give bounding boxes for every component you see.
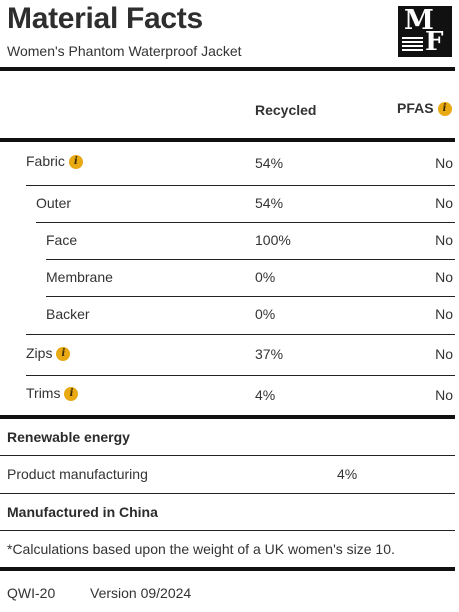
product-manufacturing-label: Product manufacturing	[7, 466, 148, 482]
row-divider	[0, 530, 455, 531]
recycled-value-face: 100%	[255, 232, 291, 248]
pfas-value-zips: No	[435, 346, 453, 362]
row-divider	[0, 455, 455, 456]
mf-logo: M F	[398, 6, 452, 57]
pfas-value-membrane: No	[435, 269, 453, 285]
pfas-value-trims: No	[435, 387, 453, 403]
pfas-value-outer: No	[435, 195, 453, 211]
info-icon[interactable]: i	[68, 155, 83, 170]
info-icon[interactable]: i	[64, 387, 79, 402]
divider	[0, 138, 455, 142]
divider	[0, 567, 455, 571]
row-divider	[26, 334, 455, 335]
info-icon[interactable]: i	[56, 347, 71, 362]
row-label-trims: Trims i	[26, 385, 79, 402]
pfas-value-face: No	[435, 232, 453, 248]
divider	[0, 415, 455, 419]
row-label-face: Face	[46, 232, 78, 248]
row-divider	[26, 185, 455, 186]
pfas-value-backer: No	[435, 306, 453, 322]
recycled-column-header: Recycled	[255, 102, 317, 118]
recycled-value-trims: 4%	[255, 387, 276, 403]
manufactured-in-heading: Manufactured in China	[7, 504, 158, 520]
product-code: QWI-20	[7, 585, 56, 601]
page-title: Material Facts	[7, 2, 203, 35]
row-divider	[46, 259, 455, 260]
renewable-energy-heading: Renewable energy	[7, 429, 130, 445]
recycled-value-outer: 54%	[255, 195, 284, 211]
version-label: Version 09/2024	[90, 585, 192, 601]
row-label-fabric: Fabric i	[26, 153, 83, 170]
product-name: Women's Phantom Waterproof Jacket	[7, 43, 242, 59]
recycled-value-backer: 0%	[255, 306, 276, 322]
info-icon[interactable]: i	[437, 102, 452, 117]
row-divider	[26, 375, 455, 376]
recycled-value-zips: 37%	[255, 346, 284, 362]
footnote: *Calculations based upon the weight of a…	[7, 541, 395, 557]
row-divider	[46, 296, 455, 297]
recycled-value-fabric: 54%	[255, 155, 284, 171]
pfas-column-header: PFAS i	[397, 100, 452, 117]
row-label-zips: Zips i	[26, 345, 71, 362]
recycled-value-membrane: 0%	[255, 269, 276, 285]
row-label-membrane: Membrane	[46, 269, 113, 285]
row-divider	[36, 222, 455, 223]
row-label-outer: Outer	[36, 195, 72, 211]
divider	[0, 67, 455, 71]
product-manufacturing-value: 4%	[337, 466, 358, 482]
row-divider	[0, 493, 455, 494]
pfas-value-fabric: No	[435, 155, 453, 171]
row-label-backer: Backer	[46, 306, 90, 322]
